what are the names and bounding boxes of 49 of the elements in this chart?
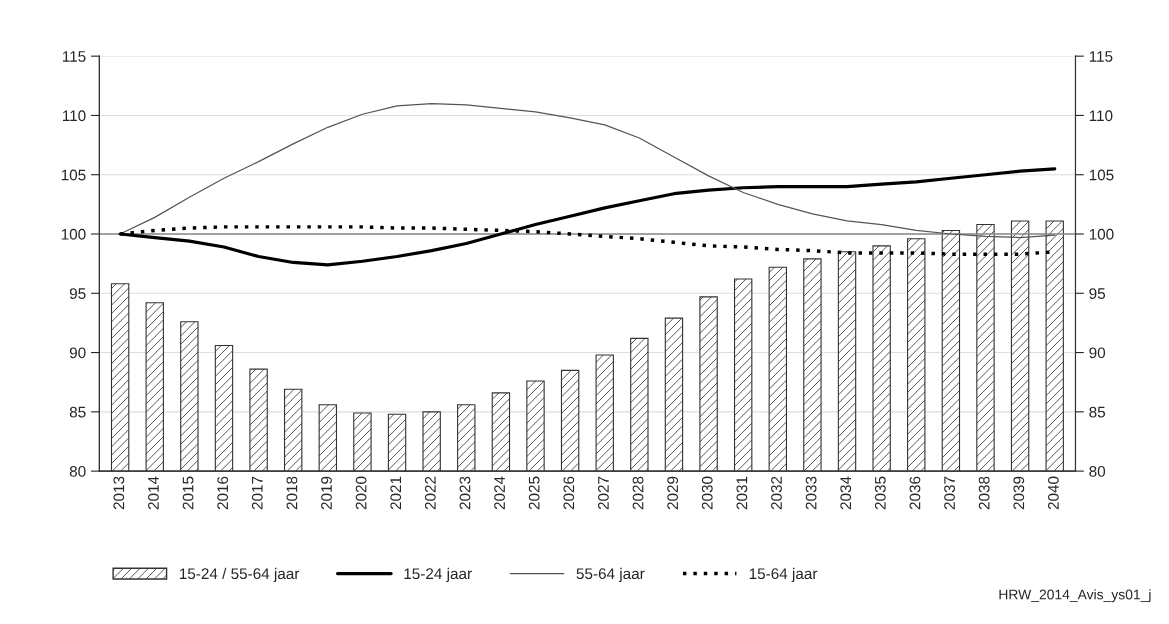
x-tick-label: 2022	[424, 476, 436, 510]
x-tick-label: 2026	[563, 476, 575, 510]
x-tick-label: 2014	[148, 476, 159, 510]
legend-label: 15-24 / 55-64 jaar	[179, 567, 300, 583]
x-tick-label: 2018	[286, 476, 298, 510]
x-tick-label: 2016	[217, 476, 229, 510]
x-tick-label: 2019	[321, 476, 332, 510]
x-tick-label: 2031	[736, 476, 748, 510]
x-tick-label: 2028	[632, 476, 644, 510]
x-tick-label: 2029	[667, 476, 679, 510]
y2-tick-label: 85	[1089, 406, 1106, 418]
y2-tick-label: 80	[1089, 465, 1106, 477]
x-tick-label: 2032	[771, 476, 782, 510]
x-tick-label: 2024	[494, 476, 505, 510]
legend-label: 55-64 jaar	[576, 567, 645, 583]
x-tick-label: 2025	[528, 476, 540, 510]
x-tick-label: 2034	[840, 476, 852, 510]
y2-tick-label: 95	[1089, 288, 1106, 299]
y-tick-label: 110	[62, 110, 86, 122]
x-tick-label: 2037	[944, 476, 955, 510]
x-tick-label: 2039	[1013, 476, 1025, 510]
x-tick-label: 2017	[251, 476, 263, 510]
legend-label: 15-64 jaar	[749, 567, 818, 583]
y2-tick-label: 105	[1089, 169, 1114, 181]
y2-tick-label: 110	[1089, 110, 1113, 122]
y-tick-label: 85	[69, 406, 86, 418]
x-tick-label: 2027	[598, 476, 609, 510]
x-tick-label: 2021	[390, 476, 402, 510]
legend-label: 15-24 jaar	[404, 567, 472, 583]
x-tick-label: 2035	[874, 476, 886, 510]
y2-tick-label: 90	[1089, 347, 1106, 359]
y2-tick-label: 100	[1089, 228, 1114, 240]
x-tick-label: 2038	[978, 476, 990, 510]
y2-tick-label: 115	[1089, 51, 1113, 62]
x-tick-label: 2033	[805, 476, 817, 510]
x-tick-label: 2020	[355, 476, 367, 510]
y-tick-label: 115	[62, 51, 86, 62]
x-tick-label: 2036	[909, 476, 921, 510]
x-tick-label: 2040	[1047, 476, 1059, 510]
x-tick-label: 2015	[182, 476, 194, 510]
y-tick-label: 90	[69, 347, 86, 359]
x-tick-label: 2030	[701, 476, 713, 510]
y-tick-label: 105	[61, 169, 86, 181]
y-tick-label: 95	[69, 288, 86, 299]
text: HRW_2014_Avis_ys01_j	[999, 589, 1151, 603]
y-tick-label: 100	[61, 228, 86, 240]
x-tick-label: 2023	[459, 476, 471, 510]
y-tick-label: 80	[69, 465, 86, 477]
x-tick-label: 2013	[113, 476, 125, 510]
